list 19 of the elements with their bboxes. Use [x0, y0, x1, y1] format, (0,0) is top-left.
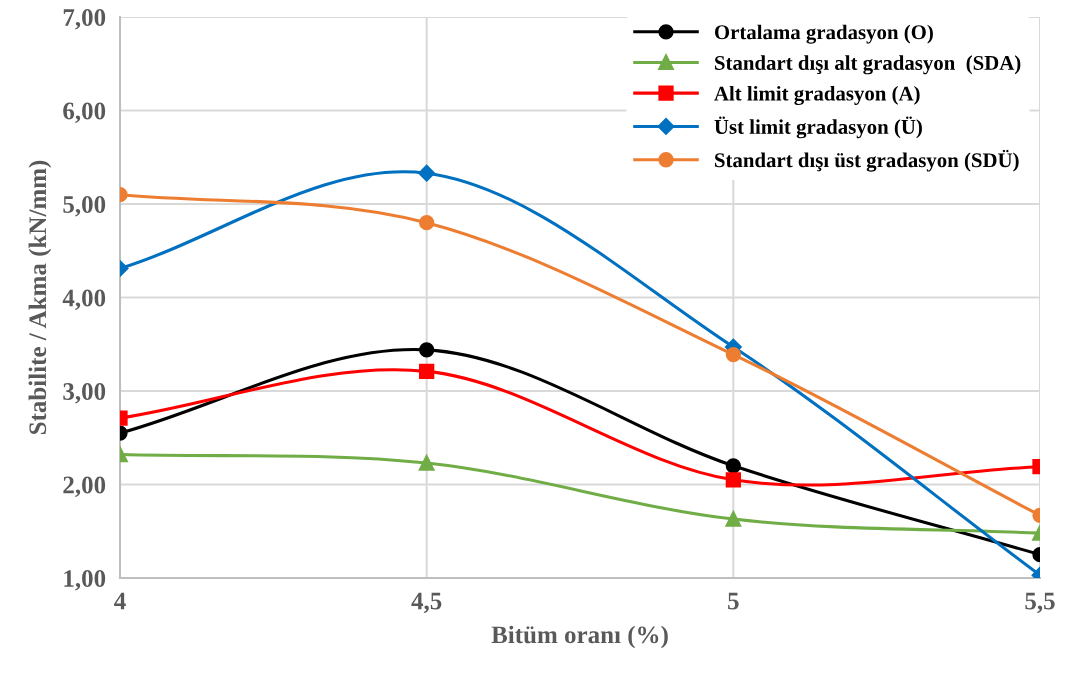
y-tick-label: 6,00	[63, 102, 106, 124]
x-axis-title: Bitüm oranı (%)	[491, 625, 668, 649]
y-tick-label: 5,00	[63, 196, 106, 217]
legend-label: Üst limit gradasyon (Ü)	[714, 116, 922, 139]
y-axis-title: Stabilite / Akma (kN/mm)	[28, 160, 52, 435]
x-tick-label: 5	[728, 592, 739, 610]
legend-label: Alt limit gradasyon (A)	[714, 85, 920, 105]
y-tick-label: 1,00	[64, 570, 106, 591]
y-tick-label: 7,00	[63, 9, 106, 30]
legend-label: Standart dışı üst gradasyon (SDÜ)	[715, 149, 1019, 172]
point	[418, 164, 435, 182]
legend-label: Standart dışı alt gradasyon (SDA)	[715, 55, 1021, 75]
x-tick-label: 4	[114, 592, 126, 610]
y-tick-label: 3,00	[63, 383, 106, 404]
x-tick-label: 4,5	[411, 592, 442, 614]
x-tick-label: 5,5	[1025, 592, 1055, 614]
legend-label: Ortalama gradasyon (O)	[714, 24, 933, 44]
y-tick-label: 2,00	[63, 476, 106, 498]
y-tick-label: 4,00	[62, 289, 106, 311]
